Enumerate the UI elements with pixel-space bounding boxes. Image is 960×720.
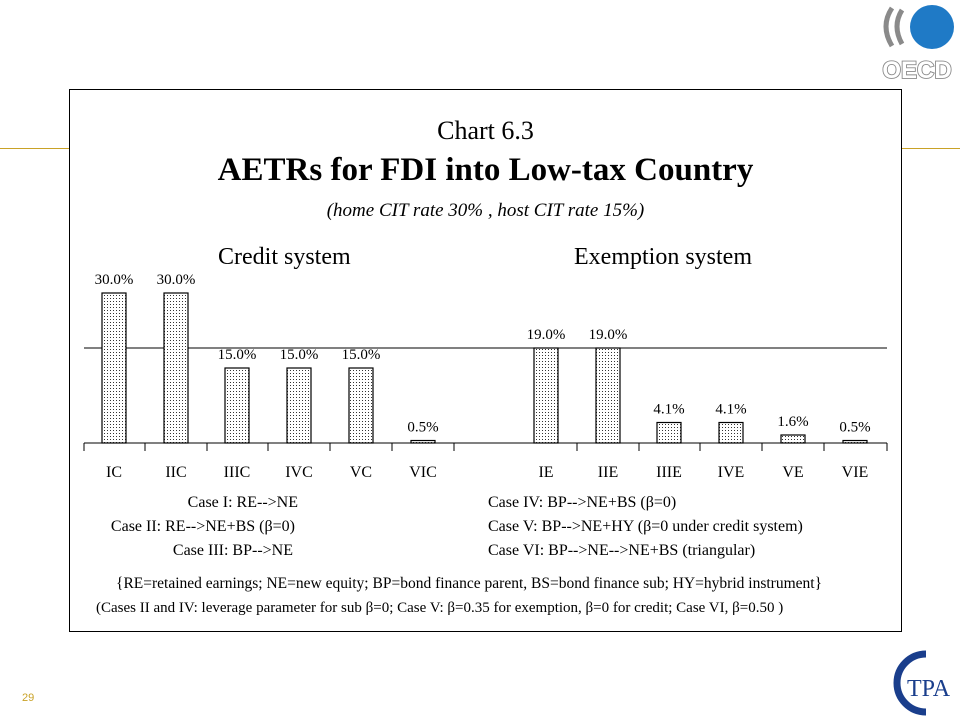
ctpa-wordmark: TPA bbox=[907, 676, 951, 702]
parameters-note: (Cases II and IV: leverage parameter for… bbox=[96, 600, 784, 616]
gold-rule-left bbox=[0, 148, 69, 149]
case-5-label: Case V: bbox=[488, 518, 538, 535]
oecd-logo: OECD bbox=[881, 5, 954, 84]
data-label-IIE: 19.0% bbox=[589, 327, 628, 343]
bar-VC bbox=[348, 367, 374, 444]
chart-subtitle: (home CIT rate 30% , host CIT rate 15%) bbox=[326, 200, 645, 221]
data-label-IE: 19.0% bbox=[527, 327, 566, 343]
case-2: Case II: RE-->NE+BS (β=0) bbox=[70, 518, 295, 536]
tick-label-IIIE: IIIE bbox=[656, 464, 682, 481]
data-label-VIC: 0.5% bbox=[407, 420, 438, 436]
tick-label-VIC: VIC bbox=[409, 464, 437, 481]
case-5: Case V: BP-->NE+HY (β=0 under credit sys… bbox=[488, 518, 803, 536]
tick-label-IIIC: IIIC bbox=[224, 464, 251, 481]
credit-system-label: Credit system bbox=[218, 244, 351, 270]
bar-IIIE bbox=[656, 421, 682, 444]
case-3: Case III: BP-->NE bbox=[70, 542, 293, 560]
data-label-IVE: 4.1% bbox=[715, 402, 746, 418]
bar-IE bbox=[533, 347, 559, 444]
data-label-IC: 30.0% bbox=[95, 272, 134, 288]
chart-title: AETRs for FDI into Low-tax Country bbox=[217, 152, 754, 188]
case-3-label: Case III: bbox=[172, 542, 229, 559]
tick-label-VIE: VIE bbox=[842, 464, 869, 481]
data-label-IIIC: 15.0% bbox=[218, 347, 257, 363]
case-2-label: Case II: bbox=[110, 518, 162, 535]
tick-label-VE: VE bbox=[782, 464, 803, 481]
data-label-IVC: 15.0% bbox=[280, 347, 319, 363]
case-1-label: Case I: bbox=[187, 494, 233, 511]
page-number: 29 bbox=[22, 692, 35, 704]
chart-frame: Chart 6.3 AETRs for FDI into Low-tax Cou… bbox=[69, 89, 902, 632]
bar-VE bbox=[780, 434, 806, 444]
tick-label-IE: IE bbox=[538, 464, 553, 481]
bar-chart: 30.0% IC 30.0% IIC 15.0% IIIC 15.0% IVC 15.0% VC 0… bbox=[83, 272, 888, 481]
oecd-wordmark: OECD bbox=[882, 57, 951, 84]
tick-label-IC: IC bbox=[106, 464, 122, 481]
case-1-text: RE-->NE bbox=[236, 494, 298, 511]
bar-IVE bbox=[718, 421, 744, 444]
case-2-text: RE-->NE+BS (β=0) bbox=[165, 518, 295, 535]
tick-label-IVC: IVC bbox=[285, 464, 313, 481]
data-label-VIE: 0.5% bbox=[839, 420, 870, 436]
data-label-VE: 1.6% bbox=[777, 414, 808, 430]
exemption-system-label: Exemption system bbox=[574, 244, 752, 270]
case-6-label: Case VI: bbox=[488, 542, 545, 559]
bar-IIE bbox=[595, 347, 621, 444]
case-4-label: Case IV: bbox=[488, 494, 544, 511]
case-4-text: BP-->NE+BS (β=0) bbox=[547, 494, 677, 511]
bar-IC bbox=[101, 292, 127, 444]
abbreviations-note: {RE=retained earnings; NE=new equity; BP… bbox=[116, 575, 823, 592]
chart-number: Chart 6.3 bbox=[437, 116, 534, 145]
bar-IVC bbox=[286, 367, 312, 444]
bar-IIIC bbox=[224, 367, 250, 444]
case-6-text: BP-->NE-->NE+BS (triangular) bbox=[548, 542, 756, 559]
tick-label-VC: VC bbox=[350, 464, 372, 481]
tick-label-IVE: IVE bbox=[718, 464, 745, 481]
tick-label-IIC: IIC bbox=[165, 464, 186, 481]
ctpa-logo: TPA bbox=[893, 650, 951, 716]
case-3-text: BP-->NE bbox=[232, 542, 293, 559]
data-label-VC: 15.0% bbox=[342, 347, 381, 363]
tick-label-IIE: IIE bbox=[598, 464, 618, 481]
data-label-IIIE: 4.1% bbox=[653, 402, 684, 418]
bar-IIC bbox=[163, 292, 189, 444]
case-5-text: BP-->NE+HY (β=0 under credit system) bbox=[541, 518, 803, 535]
case-4: Case IV: BP-->NE+BS (β=0) bbox=[488, 494, 676, 512]
case-1: Case I: RE-->NE bbox=[70, 494, 298, 512]
gold-rule-right bbox=[901, 148, 960, 149]
case-6: Case VI: BP-->NE-->NE+BS (triangular) bbox=[488, 542, 755, 560]
data-label-IIC: 30.0% bbox=[157, 272, 196, 288]
